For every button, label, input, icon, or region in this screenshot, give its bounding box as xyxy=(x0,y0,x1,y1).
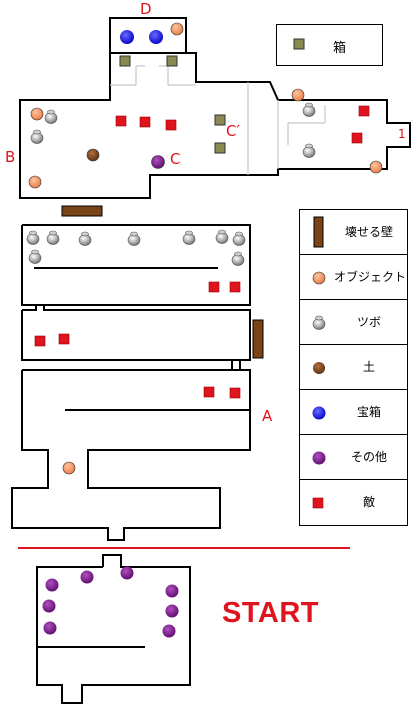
room-d xyxy=(109,17,187,54)
start-room xyxy=(36,554,191,704)
object xyxy=(170,22,184,36)
legend-label: ツボ xyxy=(356,315,381,329)
marker-c: C xyxy=(170,150,181,168)
enemy-icon xyxy=(312,497,324,509)
legend-row-breakable-wall: 壊せる壁 xyxy=(300,210,407,255)
legend-box: 箱 xyxy=(276,24,383,66)
box-icon xyxy=(293,38,305,50)
middle-enemies xyxy=(34,281,241,399)
object xyxy=(62,461,76,475)
marker-b: B xyxy=(5,148,16,166)
enemy xyxy=(58,333,70,345)
enemy xyxy=(208,281,220,293)
legend-row-treasure-chest: 宝箱 xyxy=(300,390,407,435)
object xyxy=(28,175,42,189)
enemy xyxy=(139,116,151,128)
other-item xyxy=(43,621,57,635)
legend-row-pot: ツボ xyxy=(300,300,407,345)
other-item xyxy=(80,570,94,584)
object xyxy=(30,107,44,121)
marker-a: A xyxy=(262,407,273,425)
object-icon xyxy=(312,271,326,285)
enemy xyxy=(115,115,127,127)
start-room-wall xyxy=(36,554,191,704)
legend: 壊せる壁 オブジェクト ツボ 土 宝箱 その他 敵 xyxy=(299,209,408,526)
boxes xyxy=(119,55,226,154)
enemy xyxy=(229,281,241,293)
legend-label: 壊せる壁 xyxy=(344,225,393,239)
legend-label: 宝箱 xyxy=(356,405,381,419)
treasure-chest-icon xyxy=(312,406,326,420)
middle-pots xyxy=(26,229,246,266)
box xyxy=(214,142,226,154)
enemy xyxy=(351,132,363,144)
legend-row-enemy: 敵 xyxy=(300,480,407,525)
other-item xyxy=(165,604,179,618)
legend-row-object: オブジェクト xyxy=(300,255,407,300)
treasure-chest xyxy=(149,30,163,44)
start-room-items xyxy=(42,566,179,638)
legend-box-label: 箱 xyxy=(333,41,347,56)
box xyxy=(119,55,131,67)
box xyxy=(214,114,226,126)
enemy xyxy=(165,119,177,131)
other-item xyxy=(120,566,134,580)
other-item xyxy=(162,624,176,638)
enemy xyxy=(203,386,215,398)
marker-1: 1 xyxy=(398,127,406,141)
breakable-wall-icon xyxy=(313,216,324,248)
upper-floor-inner-lines xyxy=(110,65,326,175)
enemy xyxy=(34,335,46,347)
soil xyxy=(86,148,100,162)
upper-floor xyxy=(19,17,411,199)
legend-label: 土 xyxy=(362,360,375,374)
upper-floor-wall xyxy=(19,52,411,199)
marker-c-prime: C′ xyxy=(226,122,240,140)
start-label: START xyxy=(222,597,320,629)
other-icon xyxy=(312,451,326,465)
legend-label: 敵 xyxy=(362,495,375,509)
breakable-wall xyxy=(61,205,103,217)
soil-icon xyxy=(313,362,325,374)
marker-d: D xyxy=(140,0,152,18)
pot-icon xyxy=(312,315,326,330)
legend-row-other: その他 xyxy=(300,435,407,480)
legend-row-soil: 土 xyxy=(300,345,407,390)
treasure-chest xyxy=(120,30,134,44)
box xyxy=(166,55,178,67)
other-item xyxy=(165,584,179,598)
other-item xyxy=(151,155,165,169)
upper-objects xyxy=(28,88,383,189)
breakable-wall xyxy=(252,319,264,359)
enemy xyxy=(229,387,241,399)
other-item xyxy=(45,578,59,592)
middle-floor-wall xyxy=(21,224,251,306)
object xyxy=(369,160,383,174)
middle-floor xyxy=(11,224,251,541)
other-item xyxy=(42,599,56,613)
legend-label: その他 xyxy=(350,450,387,464)
object xyxy=(291,88,305,102)
enemy xyxy=(358,105,370,117)
upper-enemies xyxy=(115,105,370,144)
legend-label: オブジェクト xyxy=(334,270,407,284)
